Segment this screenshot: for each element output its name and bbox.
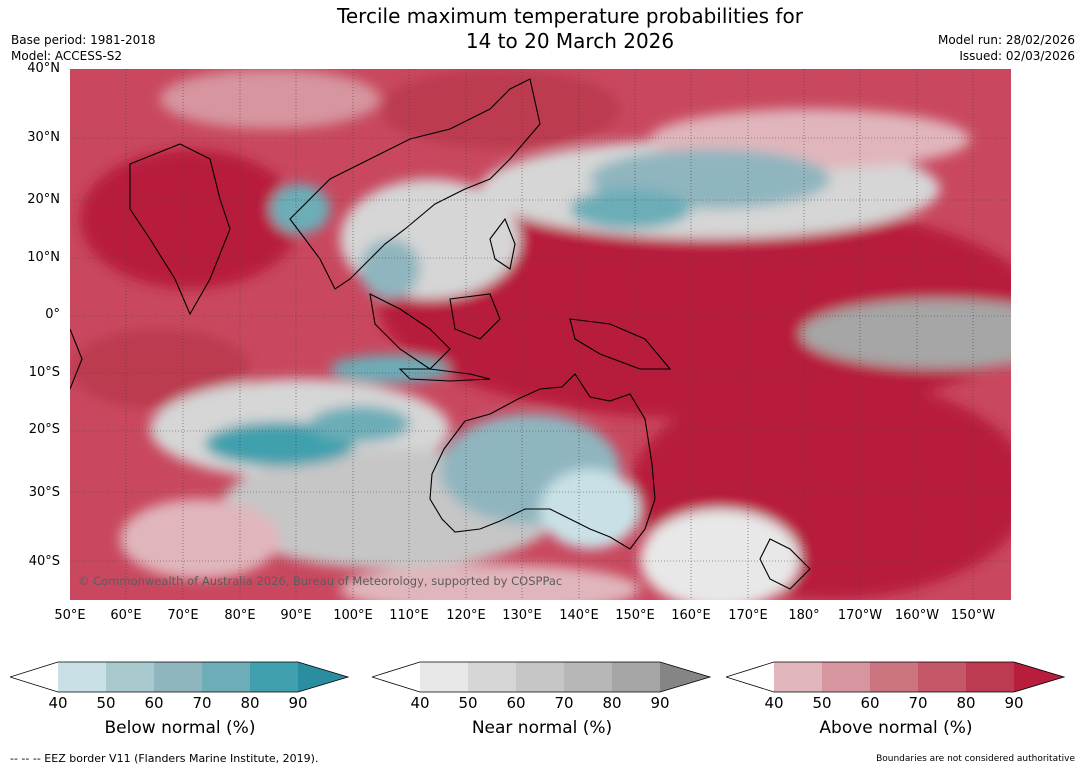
probability-field [70, 69, 1011, 600]
india-coast [129, 143, 231, 316]
colorbar-tick: 50 [96, 694, 116, 712]
colorbar-below-band [154, 662, 202, 692]
colorbar-above-band [966, 662, 1014, 692]
lat-label: 10°S [28, 365, 60, 380]
colorbar-tick: 40 [764, 694, 784, 712]
lon-label: 90°E [280, 608, 312, 623]
colorbar-tick: 80 [956, 694, 976, 712]
title-line-1: Tercile maximum temperature probabilitie… [337, 4, 803, 28]
colorbar-tick: 90 [288, 694, 308, 712]
lon-label: 180° [788, 608, 820, 623]
model-name: Model: ACCESS-S2 [11, 49, 123, 63]
colorbar-below-normal [10, 661, 350, 693]
colorbar-tick: 90 [1004, 694, 1024, 712]
lon-label: 170°E [728, 608, 768, 623]
lon-label: 110°E [389, 608, 429, 623]
colorbar-tick: 90 [650, 694, 670, 712]
lon-label: 50°E [54, 608, 86, 623]
colorbar-tick: 50 [812, 694, 832, 712]
colorbar-above-arrow-right [1014, 662, 1064, 692]
colorbar-title-above: Above normal (%) [819, 718, 973, 738]
colorbar-below-band [202, 662, 250, 692]
copyright-notice: © Commonwealth of Australia 2026, Bureau… [78, 574, 563, 588]
colorbar-near-band [468, 662, 516, 692]
lon-label: 160°W [894, 608, 940, 623]
meta-right: Model run: 28/02/2026 Issued: 02/03/2026 [938, 32, 1075, 64]
eez-legend: -- -- -- EEZ border V11 (Flanders Marine… [10, 752, 319, 765]
java-coast [398, 368, 491, 382]
lon-label: 140°E [559, 608, 599, 623]
colorbar-above-band [822, 662, 870, 692]
lat-label: 40°N [27, 61, 60, 76]
lon-label: 150°E [615, 608, 655, 623]
lon-label: 80°E [224, 608, 256, 623]
australia-coast [429, 373, 656, 550]
colorbar-below-band [58, 662, 106, 692]
colorbar-below-band [250, 662, 298, 692]
colorbar-near-band [420, 662, 468, 692]
colorbar-tick: 60 [506, 694, 526, 712]
colorbar-tick: 70 [554, 694, 574, 712]
africa-coast [70, 328, 83, 390]
lat-label: 40°S [28, 554, 60, 569]
probability-map [70, 69, 1011, 600]
colorbar-tick: 40 [410, 694, 430, 712]
lon-label: 70°E [167, 608, 199, 623]
lon-label: 130°E [502, 608, 542, 623]
colorbar-near-band [516, 662, 564, 692]
colorbar-above-band [870, 662, 918, 692]
colorbar-near-arrow-left [372, 662, 420, 692]
colorbar-tick: 50 [458, 694, 478, 712]
map-title: Tercile maximum temperature probabilitie… [0, 4, 1085, 54]
lon-label: 60°E [110, 608, 142, 623]
colorbar-above-arrow-left [726, 662, 774, 692]
lat-label: 20°N [27, 192, 60, 207]
colorbar-below-arrow-left [10, 662, 58, 692]
colorbar-above-band [918, 662, 966, 692]
colorbar-tick: 60 [860, 694, 880, 712]
colorbar-above-normal [726, 661, 1066, 693]
lon-label: 120°E [446, 608, 486, 623]
colorbar-tick: 60 [144, 694, 164, 712]
coastlines [70, 78, 811, 590]
base-period: Base period: 1981-2018 [11, 33, 156, 47]
new-guinea-coast [569, 318, 672, 370]
lat-label: 30°N [27, 130, 60, 145]
lon-label: 100°E [333, 608, 373, 623]
lat-label: 30°S [28, 485, 60, 500]
lon-label: 150°W [950, 608, 996, 623]
colorbar-near-normal [372, 661, 712, 693]
colorbar-below-arrow-right [298, 662, 348, 692]
issued-date: Issued: 02/03/2026 [959, 49, 1075, 63]
lat-label: 20°S [28, 422, 60, 437]
colorbar-tick: 80 [240, 694, 260, 712]
disclaimer: Boundaries are not considered authoritat… [876, 754, 1075, 764]
colorbar-below-band [106, 662, 154, 692]
colorbar-near-arrow-right [660, 662, 710, 692]
colorbar-title-near: Near normal (%) [471, 718, 613, 738]
colorbar-tick: 40 [48, 694, 68, 712]
colorbar-above-band [774, 662, 822, 692]
graticule [70, 69, 1011, 600]
colorbar-near-band [612, 662, 660, 692]
lon-label: 160°E [671, 608, 711, 623]
colorbar-title-below: Below normal (%) [104, 718, 256, 738]
colorbar-tick: 80 [602, 694, 622, 712]
borneo-coast [449, 293, 501, 340]
sumatra-coast [369, 293, 451, 370]
asia-coast [289, 78, 541, 290]
philippines-coast [489, 217, 516, 270]
colorbar-near-band [564, 662, 612, 692]
colorbar-tick: 70 [908, 694, 928, 712]
lat-label: 0° [45, 307, 60, 322]
lon-label: 170°W [837, 608, 883, 623]
new-zealand-coast [759, 538, 811, 590]
meta-left: Base period: 1981-2018 Model: ACCESS-S2 [11, 32, 156, 64]
colorbar-tick: 70 [192, 694, 212, 712]
model-run: Model run: 28/02/2026 [937, 33, 1075, 47]
title-line-2: 14 to 20 March 2026 [465, 29, 675, 53]
lat-label: 10°N [27, 250, 60, 265]
